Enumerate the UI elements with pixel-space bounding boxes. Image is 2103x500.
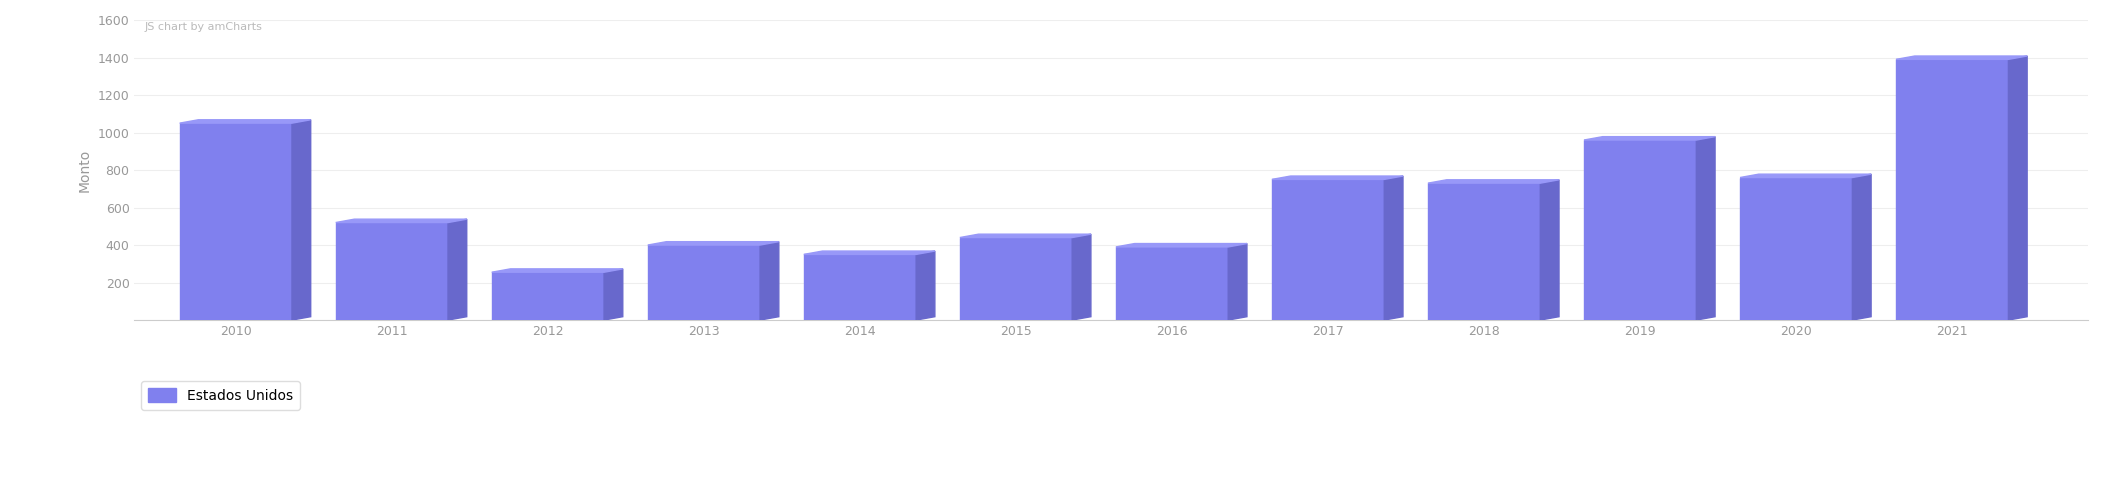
Polygon shape (1384, 176, 1403, 320)
Polygon shape (1428, 183, 1539, 320)
Polygon shape (336, 222, 448, 320)
Legend: Estados Unidos: Estados Unidos (141, 381, 301, 410)
Polygon shape (1117, 244, 1247, 247)
Polygon shape (179, 123, 292, 320)
Polygon shape (803, 251, 936, 254)
Polygon shape (648, 242, 778, 245)
Polygon shape (1739, 178, 1853, 320)
Polygon shape (1853, 174, 1872, 320)
Polygon shape (448, 219, 467, 320)
Polygon shape (648, 245, 759, 320)
Y-axis label: Monto: Monto (78, 148, 93, 192)
Polygon shape (917, 251, 936, 320)
Polygon shape (1584, 140, 1697, 320)
Polygon shape (179, 120, 311, 123)
Polygon shape (1228, 244, 1247, 320)
Polygon shape (292, 120, 311, 320)
Polygon shape (1428, 180, 1558, 183)
Polygon shape (1073, 234, 1091, 320)
Polygon shape (1539, 180, 1558, 320)
Polygon shape (803, 254, 917, 320)
Polygon shape (604, 269, 622, 320)
Polygon shape (1584, 136, 1716, 140)
Polygon shape (336, 219, 467, 222)
Polygon shape (1117, 247, 1228, 320)
Polygon shape (959, 234, 1091, 237)
Polygon shape (1897, 56, 2027, 59)
Polygon shape (1272, 176, 1403, 180)
Polygon shape (1739, 174, 1872, 178)
Polygon shape (959, 238, 1073, 320)
Polygon shape (2008, 56, 2027, 320)
Polygon shape (492, 272, 604, 320)
Polygon shape (492, 269, 622, 272)
Polygon shape (1697, 136, 1716, 320)
Polygon shape (759, 242, 778, 320)
Text: JS chart by amCharts: JS chart by amCharts (145, 22, 263, 32)
Polygon shape (1897, 60, 2008, 320)
Polygon shape (1272, 180, 1384, 320)
